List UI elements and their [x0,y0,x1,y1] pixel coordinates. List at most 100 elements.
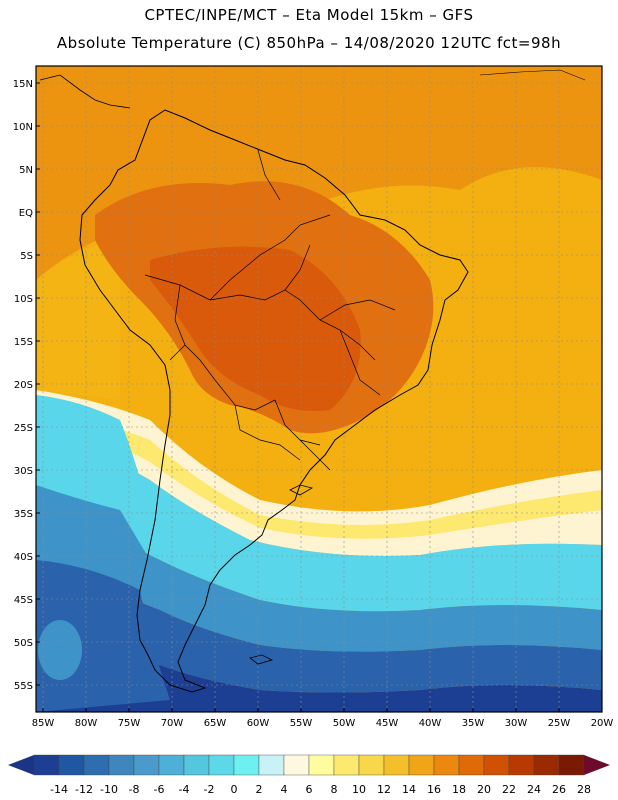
colorbar-swatch [183,754,210,776]
temperature-field [36,66,602,712]
colorbar-label: 4 [281,783,288,796]
colorbar-label: 0 [231,783,238,796]
colorbar-label: -4 [179,783,190,796]
west-blue-zone [36,485,150,560]
colorbar-swatch [333,754,360,776]
map-frame [35,65,603,713]
cyan-band [36,440,602,612]
colorbar-swatch [383,754,410,776]
colorbar-label: 8 [331,783,338,796]
colorbar-swatch [483,754,510,776]
colorbar-right-arrow [584,755,610,775]
colorbar-swatch [558,754,585,776]
lon-label: 55W [290,718,313,729]
colorbar-swatch [408,754,435,776]
longitude-labels: 85W 80W 75W 70W 65W 60W 55W 50W 45W 40W 35W 30W 25W 2… [32,708,614,729]
lon-label: 35W [462,718,485,729]
lat-label: 50S [14,638,33,649]
lon-label: 75W [118,718,141,729]
colorbar-label: -8 [129,783,140,796]
colorbar-label: -6 [154,783,165,796]
lat-label: 30S [14,466,33,477]
falkland-islands [249,654,274,665]
colorbar-swatch [133,754,160,776]
colorbar-swatch [358,754,385,776]
colorbar-label: 22 [502,783,516,796]
temperature-map: 15N 10N 5N EQ 5S 10S 15S 20S 25S 30S 35S 40S 45S 50S 5… [13,65,614,729]
lon-label: 80W [75,718,98,729]
map-title-line1: CPTEC/INPE/MCT – Eta Model 15km – GFS [144,6,474,24]
lat-label: 45S [14,595,33,606]
lat-label: 5N [19,165,33,176]
colorbar-label: -12 [75,783,93,796]
lat-label: 55S [14,681,33,692]
colorbar-label: 2 [256,783,263,796]
lon-label: 45W [376,718,399,729]
lon-label: 65W [204,718,227,729]
lon-label: 60W [247,718,270,729]
colorbar-swatch [258,754,285,776]
colorbar-swatch [83,754,110,776]
colorbar-label: 28 [577,783,591,796]
country-borders [144,149,396,471]
lon-label: 20W [591,718,614,729]
lon-label: 25W [548,718,571,729]
lat-label: 20S [14,380,33,391]
map-title-line2: Absolute Temperature (C) 850hPa – 14/08/… [56,34,562,52]
graticule [36,66,602,712]
colorbar-label: -10 [100,783,118,796]
mid-blue-band [36,515,602,652]
lon-label: 70W [161,718,184,729]
colorbar-label: -2 [204,783,215,796]
latitude-labels: 15N 10N 5N EQ 5S 10S 15S 20S 25S 30S 35S 40S 45S 50S 5… [13,79,40,692]
lat-label: 35S [14,509,33,520]
pacific-warm-band [36,240,120,400]
lat-label: 15N [13,79,33,90]
lat-label: 15S [14,337,33,348]
lat-label: 5S [20,251,33,262]
continental-hottest-zone [150,246,361,411]
colorbar-swatch [158,754,185,776]
lat-label: 40S [14,552,33,563]
colorbar-swatch [533,754,560,776]
dark-blue-band [36,580,602,693]
lat-label: 10N [13,122,33,133]
south-america-coastline [79,109,469,693]
colorbar-label: 26 [552,783,566,796]
lon-label: 50W [333,718,356,729]
colorbar-label: -14 [50,783,68,796]
west-blue-eddy [38,620,82,680]
colorbar-label: 12 [377,783,391,796]
colorbar-swatch [208,754,235,776]
colorbar-label: 18 [452,783,466,796]
colorbar-swatch [433,754,460,776]
deep-blue-band [36,645,602,712]
lat-label: EQ [19,208,33,219]
colorbar-label: 20 [477,783,491,796]
colorbar-label: 6 [306,783,313,796]
rio-de-la-plata [289,484,314,496]
lat-label: 25S [14,423,33,434]
colorbar-swatch [283,754,310,776]
colorbar-label: 10 [352,783,366,796]
colorbar-swatch [308,754,335,776]
west-cyan-zone [36,395,150,520]
lat-label: 10S [14,294,33,305]
colorbar-left-arrow [8,755,34,775]
colorbar-swatch [33,754,60,776]
lon-label: 40W [419,718,442,729]
colorbar-label: 16 [427,783,441,796]
colorbar-swatch [458,754,485,776]
colorbar-swatch [233,754,260,776]
lon-label: 85W [32,718,55,729]
lon-label: 30W [505,718,528,729]
colorbar-swatch [508,754,535,776]
colorbar-swatch [108,754,135,776]
color-legend: -14 -12 -10 -8 -6 -4 -2 0 2 4 6 8 10 12 14 16 18 20 22 24 26… [8,754,610,796]
colorbar-swatch [58,754,85,776]
colorbar-label: 14 [402,783,416,796]
orange-band-north [36,66,602,280]
central-america-coast [39,74,131,109]
caribbean-islands [479,69,586,81]
colorbar-label: 24 [527,783,541,796]
